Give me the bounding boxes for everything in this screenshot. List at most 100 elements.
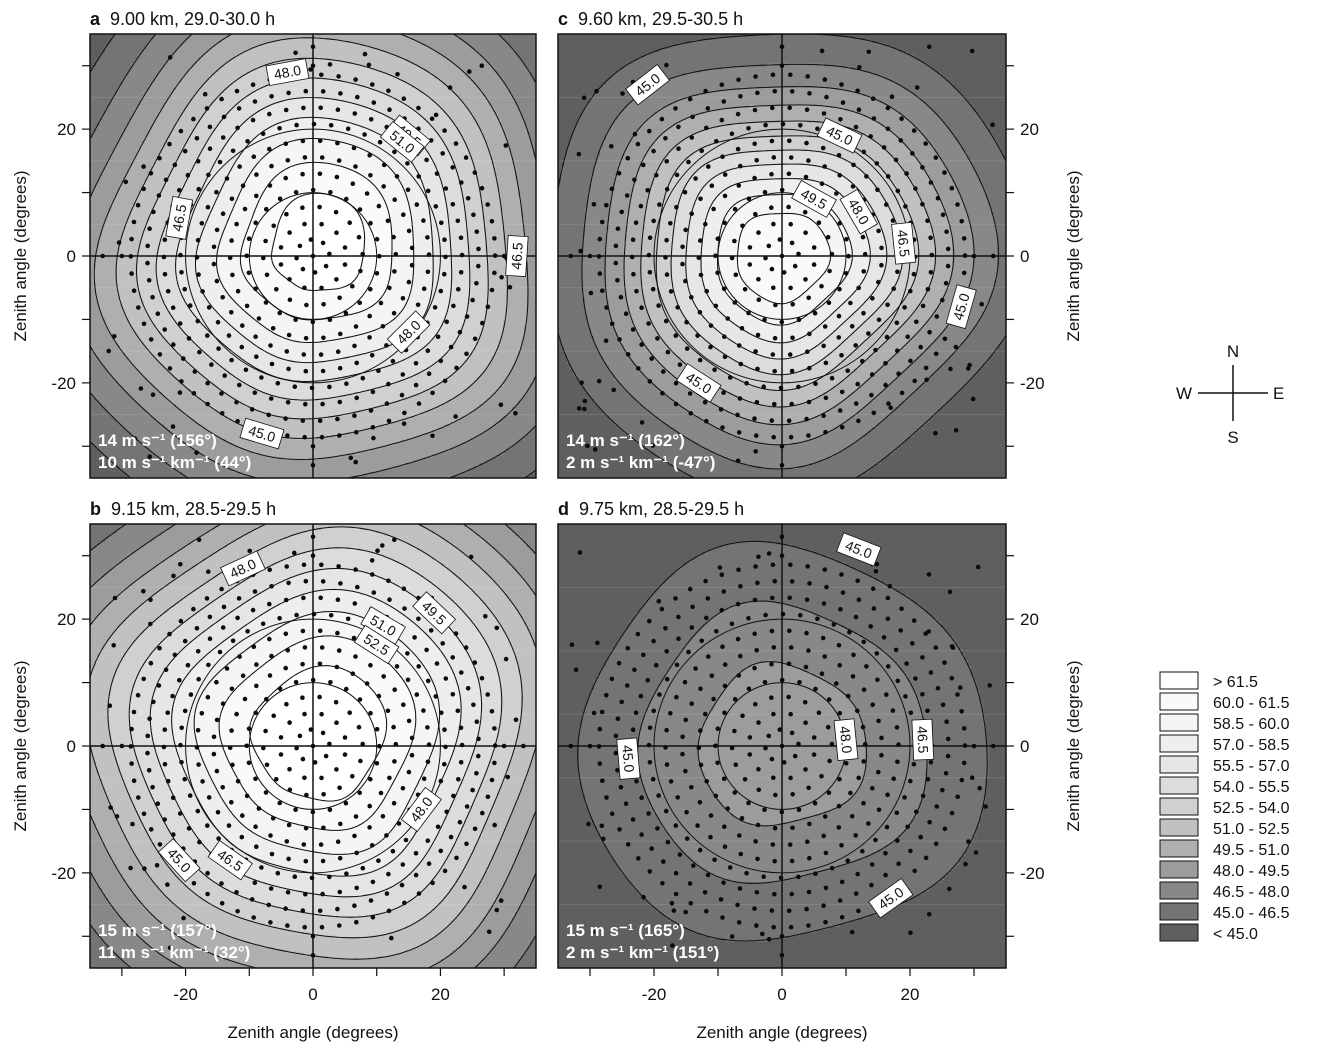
observation-point xyxy=(495,626,500,631)
observation-point xyxy=(870,786,875,791)
observation-point xyxy=(439,779,444,784)
observation-point xyxy=(188,303,193,308)
observation-point xyxy=(655,336,660,341)
observation-point xyxy=(302,842,307,847)
observation-point xyxy=(495,908,500,913)
observation-point xyxy=(790,369,795,374)
observation-point xyxy=(304,793,309,798)
observation-point xyxy=(392,150,397,155)
observation-point xyxy=(987,683,992,688)
observation-point xyxy=(392,801,397,806)
observation-point xyxy=(240,345,245,350)
observation-point xyxy=(706,106,711,111)
observation-point xyxy=(617,171,622,176)
observation-point xyxy=(229,358,234,363)
observation-point xyxy=(360,252,365,257)
legend-label: 54.0 - 55.5 xyxy=(1213,779,1290,796)
observation-point xyxy=(128,866,133,871)
observation-point xyxy=(648,760,653,765)
observation-point xyxy=(736,112,741,117)
y-tick-label: 0 xyxy=(67,737,76,756)
observation-point xyxy=(112,334,117,339)
observation-point xyxy=(303,155,308,160)
observation-point xyxy=(935,804,940,809)
observation-point xyxy=(402,586,407,591)
observation-point xyxy=(840,915,845,920)
observation-point xyxy=(753,702,758,707)
observation-point xyxy=(788,73,793,78)
observation-point xyxy=(716,726,721,731)
observation-point xyxy=(304,826,309,831)
observation-point xyxy=(320,402,325,407)
observation-point xyxy=(839,82,844,87)
observation-point xyxy=(698,310,703,315)
observation-point xyxy=(300,662,305,667)
observation-point xyxy=(617,661,622,666)
observation-point xyxy=(196,809,201,814)
observation-point xyxy=(354,324,359,329)
observation-point xyxy=(663,745,668,750)
observation-point xyxy=(885,825,890,830)
observation-point xyxy=(216,320,221,325)
observation-point xyxy=(875,161,880,166)
observation-point xyxy=(352,834,357,839)
wind-line: 2 m s⁻¹ km⁻¹ (-47°) xyxy=(566,453,715,472)
observation-point xyxy=(756,230,761,235)
observation-point xyxy=(145,244,150,249)
observation-point xyxy=(837,335,842,340)
observation-point xyxy=(502,744,507,749)
observation-point xyxy=(476,754,481,759)
observation-point xyxy=(713,254,718,259)
observation-point xyxy=(351,181,356,186)
observation-point xyxy=(698,687,703,692)
observation-point xyxy=(206,173,211,178)
observation-point xyxy=(819,284,824,289)
observation-point xyxy=(352,146,357,151)
observation-point xyxy=(456,709,461,714)
observation-point xyxy=(693,176,698,181)
observation-point xyxy=(625,193,630,198)
observation-point xyxy=(790,89,795,94)
observation-point xyxy=(401,212,406,217)
observation-point xyxy=(337,158,342,163)
observation-point xyxy=(963,862,968,867)
observation-point xyxy=(365,681,370,686)
observation-point xyxy=(182,777,187,782)
observation-point xyxy=(215,769,220,774)
observation-point xyxy=(788,776,793,781)
observation-point xyxy=(841,590,846,595)
observation-point xyxy=(830,866,835,871)
observation-point xyxy=(610,187,615,192)
x-axis-label: Zenith angle (degrees) xyxy=(696,1023,867,1042)
observation-point xyxy=(648,270,653,275)
observation-point xyxy=(686,650,691,655)
observation-point xyxy=(400,883,405,888)
observation-point xyxy=(465,314,470,319)
observation-point xyxy=(861,725,866,730)
observation-point xyxy=(361,376,366,381)
observation-point xyxy=(770,267,775,272)
observation-point xyxy=(237,164,242,169)
observation-point xyxy=(407,280,412,285)
observation-point xyxy=(619,700,624,705)
observation-point xyxy=(302,712,307,717)
observation-point xyxy=(351,671,356,676)
observation-point xyxy=(429,628,434,633)
observation-point xyxy=(778,237,783,242)
observation-point xyxy=(370,353,375,358)
observation-point xyxy=(371,436,376,441)
observation-point xyxy=(236,289,241,294)
legend-row: 52.5 - 54.0 xyxy=(1160,798,1290,817)
observation-point xyxy=(350,774,355,779)
observation-point xyxy=(733,697,738,702)
observation-point xyxy=(676,125,681,130)
observation-point xyxy=(132,288,137,293)
observation-point xyxy=(902,795,907,800)
observation-point xyxy=(311,744,316,749)
observation-point xyxy=(962,236,967,241)
observation-point xyxy=(879,246,884,251)
observation-point xyxy=(846,254,851,259)
observation-point xyxy=(416,617,421,622)
observation-point xyxy=(294,256,299,261)
